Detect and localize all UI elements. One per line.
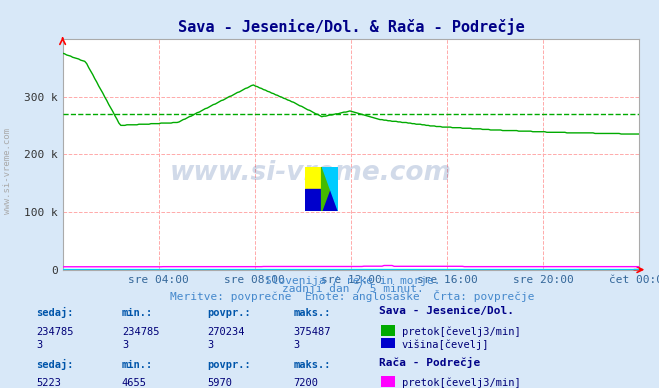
Text: www.si-vreme.com: www.si-vreme.com [169,160,451,186]
Text: 3: 3 [293,340,299,350]
Text: maks.:: maks.: [293,360,331,370]
Text: 3: 3 [36,340,42,350]
Text: min.:: min.: [122,308,153,318]
Polygon shape [322,167,338,211]
Text: 3: 3 [122,340,128,350]
Bar [305,189,322,211]
Text: Sava - Jesenice/Dol.: Sava - Jesenice/Dol. [379,306,514,316]
Text: 270234: 270234 [208,327,245,337]
Polygon shape [322,167,338,211]
Text: Meritve: povprečne  Enote: anglosaške  Črta: povprečje: Meritve: povprečne Enote: anglosaške Črt… [170,289,535,301]
Text: 234785: 234785 [36,327,74,337]
Text: pretok[čevelj3/min]: pretok[čevelj3/min] [402,326,521,337]
Text: povpr.:: povpr.: [208,360,251,370]
Text: pretok[čevelj3/min]: pretok[čevelj3/min] [402,378,521,388]
Title: Sava - Jesenice/Dol. & Rača - Podrečje: Sava - Jesenice/Dol. & Rača - Podrečje [177,18,525,35]
Text: www.si-vreme.com: www.si-vreme.com [3,128,13,214]
Text: 375487: 375487 [293,327,331,337]
Text: 4655: 4655 [122,378,147,388]
Text: 3: 3 [208,340,214,350]
Text: sedaj:: sedaj: [36,307,74,318]
Text: sedaj:: sedaj: [36,359,74,370]
Text: min.:: min.: [122,360,153,370]
Text: povpr.:: povpr.: [208,308,251,318]
Bar [305,167,322,189]
Text: 5970: 5970 [208,378,233,388]
Text: Rača - Podrečje: Rača - Podrečje [379,357,480,368]
Polygon shape [322,167,338,211]
Text: 5223: 5223 [36,378,61,388]
Text: 7200: 7200 [293,378,318,388]
Text: 234785: 234785 [122,327,159,337]
Text: Slovenija / reke in morje.: Slovenija / reke in morje. [265,276,440,286]
Text: maks.:: maks.: [293,308,331,318]
Text: višina[čevelj]: višina[čevelj] [402,339,490,350]
Text: zadnji dan / 5 minut.: zadnji dan / 5 minut. [281,284,424,294]
